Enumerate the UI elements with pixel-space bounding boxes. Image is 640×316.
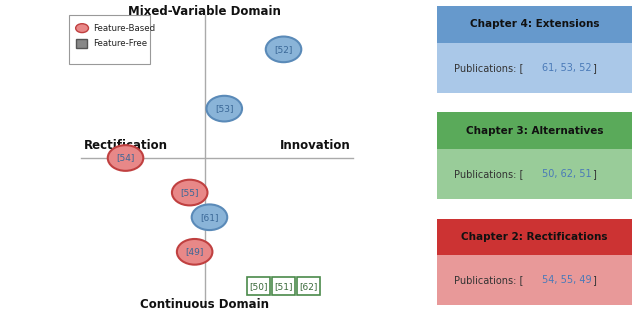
Ellipse shape [207, 96, 242, 121]
Ellipse shape [192, 204, 227, 230]
Text: [50]: [50] [250, 282, 268, 291]
Text: 54, 55, 49: 54, 55, 49 [542, 275, 591, 285]
Text: [49]: [49] [186, 247, 204, 256]
Text: 50, 62, 51: 50, 62, 51 [542, 169, 591, 179]
Text: [61]: [61] [200, 213, 219, 222]
Text: ]: ] [593, 63, 596, 73]
Text: Chapter 3: Alternatives: Chapter 3: Alternatives [466, 126, 603, 136]
FancyBboxPatch shape [68, 15, 150, 64]
FancyBboxPatch shape [272, 277, 295, 295]
Text: Mixed-Variable Domain: Mixed-Variable Domain [128, 5, 281, 18]
Text: Publications: [: Publications: [ [454, 63, 524, 73]
Bar [437, 43, 632, 93]
Bar [437, 255, 632, 305]
Bar [437, 112, 632, 149]
Text: [52]: [52] [275, 45, 292, 54]
Text: [53]: [53] [215, 104, 234, 113]
Text: Chapter 2: Rectifications: Chapter 2: Rectifications [461, 232, 607, 242]
Bar [437, 6, 632, 43]
FancyBboxPatch shape [248, 277, 270, 295]
Text: Publications: [: Publications: [ [454, 275, 524, 285]
Text: Chapter 4: Extensions: Chapter 4: Extensions [470, 20, 599, 29]
Text: [54]: [54] [116, 154, 134, 162]
Text: Continuous Domain: Continuous Domain [140, 298, 269, 311]
Ellipse shape [108, 145, 143, 171]
Text: Rectification: Rectification [84, 139, 168, 152]
Text: Innovation: Innovation [280, 139, 350, 152]
Bar [437, 219, 632, 255]
Text: Feature-Based: Feature-Based [93, 24, 155, 33]
Ellipse shape [172, 180, 207, 205]
Text: [62]: [62] [299, 282, 317, 291]
Text: 61, 53, 52: 61, 53, 52 [542, 63, 591, 73]
Ellipse shape [177, 239, 212, 265]
FancyBboxPatch shape [297, 277, 319, 295]
Ellipse shape [76, 24, 88, 33]
Text: [55]: [55] [180, 188, 199, 197]
Text: Publications: [: Publications: [ [454, 169, 524, 179]
Text: [51]: [51] [275, 282, 292, 291]
Bar [437, 149, 632, 199]
Text: Feature-Free: Feature-Free [93, 39, 147, 48]
Text: ]: ] [593, 169, 596, 179]
Text: ]: ] [593, 275, 596, 285]
Ellipse shape [266, 37, 301, 62]
FancyBboxPatch shape [76, 39, 86, 48]
